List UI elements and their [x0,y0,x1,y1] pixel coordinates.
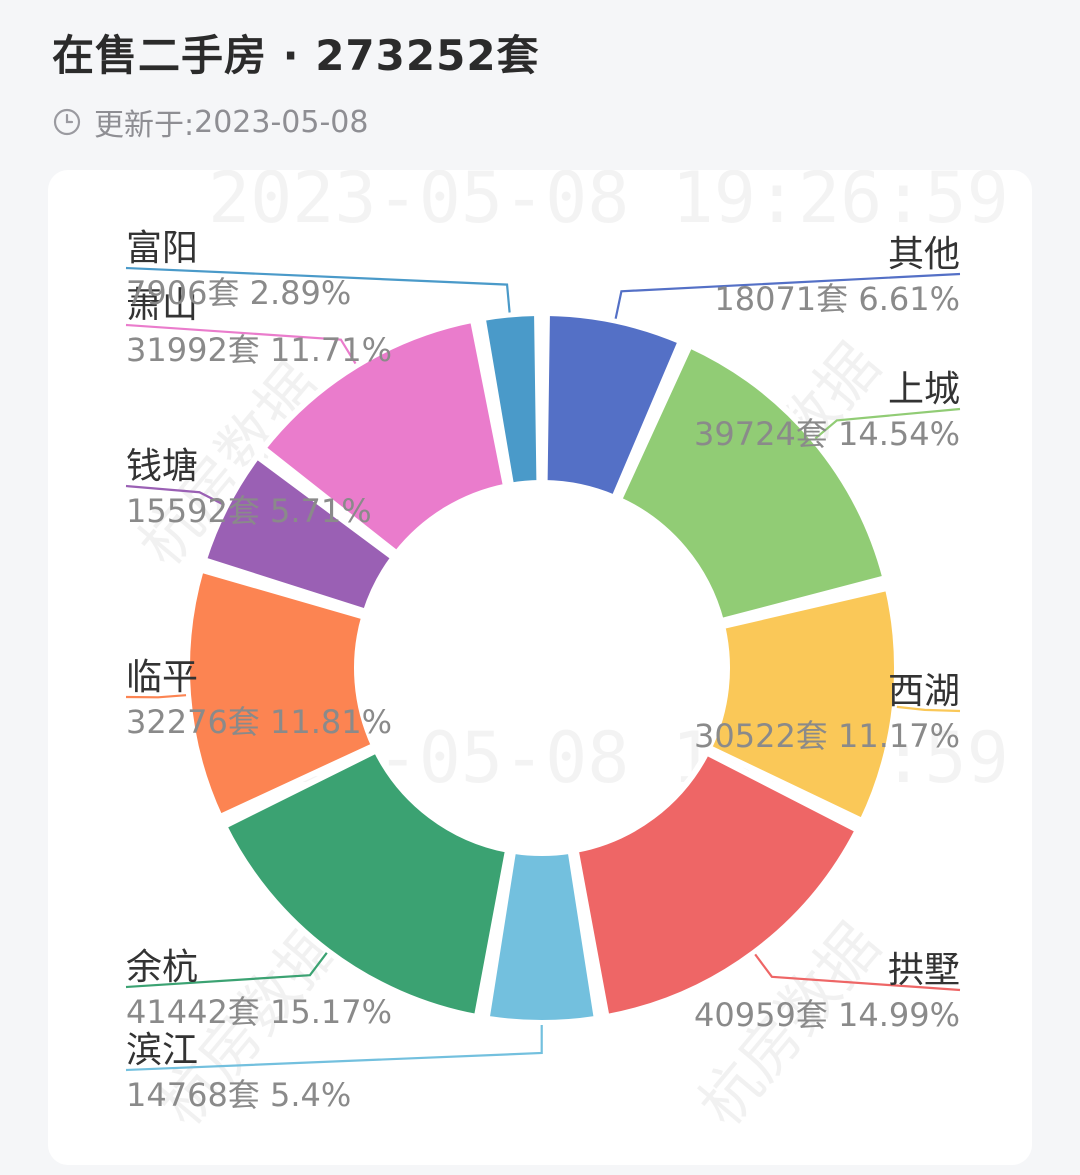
slice-value-label: 32276套 11.81% [126,703,392,741]
slice-value-label: 41442套 15.17% [126,993,392,1031]
slice-name-label: 富阳 [126,228,198,269]
leader-line [896,705,961,713]
slice-value-label: 31992套 11.71% [126,331,392,369]
slice-name-label: 西湖 [888,671,960,712]
label-layer: 其他 18071套 6.61% 上城 39724套 14.54% 西湖 30522套 11… [126,228,960,1114]
slice-name-label: 拱墅 [888,950,960,991]
donut-slice [479,310,543,489]
donut-chart: 2023-05-08 19:26:59 2023-05-08 19:26:59 … [125,170,1009,1140]
donut-slice [705,584,900,825]
leader-layer [125,266,961,1072]
leader-line [125,266,511,313]
slice-value-label: 39724套 14.54% [694,415,960,453]
slice-name-label: 其他 [888,234,960,275]
donut-slice [221,747,512,1020]
page-title: 在售二手房 · 273252套 [52,31,540,80]
leader-line [754,953,961,992]
leader-line [125,1024,543,1072]
watermark-timestamp: 2023-05-08 19:26:59 [208,170,1009,239]
slice-value-label: 15592套 5.71% [126,492,372,530]
slice-name-label: 滨江 [126,1030,198,1071]
leader-line [125,484,225,506]
slice-value-label: 14768套 5.4% [126,1076,351,1114]
slice-layer [184,310,900,1026]
slice-name-label: 上城 [888,369,960,410]
donut-slice [572,749,861,1021]
slice-name-label: 余杭 [126,947,198,988]
slice-name-label: 萧山 [126,285,198,326]
leader-line [814,407,961,440]
slice-value-label: 40959套 14.99% [694,996,960,1034]
slice-name-label: 钱塘 [126,446,198,487]
donut-slice [616,342,889,625]
slice-name-label: 临平 [126,657,198,698]
leader-line [125,694,187,699]
leader-line [614,272,961,319]
clock-icon [53,108,81,136]
donut-slice [260,316,510,557]
updated-label: 更新于: [94,108,195,143]
slice-value-label: 30522套 11.17% [694,717,960,755]
slice-value-label: 18071套 6.61% [714,280,960,318]
update-info: 更新于: 2023-05-08 [52,100,368,144]
leader-line [125,323,357,365]
leader-line [125,952,328,989]
updated-date: 2023-05-08 [194,104,369,140]
chart-card: 2023-05-08 19:26:59 2023-05-08 19:26:59 … [48,170,1032,1165]
donut-slice [184,566,378,821]
donut-slice [483,847,600,1026]
slice-value-label: 7906套 2.89% [126,274,351,312]
donut-slice [200,453,397,615]
donut-slice [541,310,684,501]
